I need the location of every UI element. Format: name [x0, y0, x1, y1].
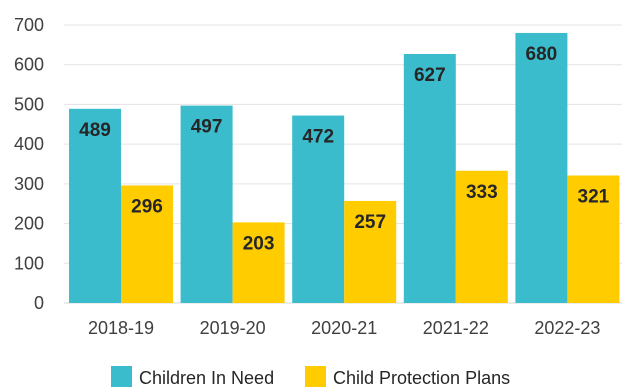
bar-child-protection-plans-2018-19: [121, 185, 173, 303]
x-tick-label: 2021-22: [423, 318, 489, 338]
bar-child-protection-plans-2021-22: [455, 170, 508, 303]
x-axis-ticks: 2018-19 2019-20 2020-21 2021-22 2022-23: [88, 318, 600, 338]
bar-child-protection-plans-2020-21: [344, 200, 397, 303]
x-tick-label: 2020-21: [311, 318, 377, 338]
x-tick-label: 2018-19: [88, 318, 154, 338]
y-axis-ticks: 0 100 200 300 400 500 600 700: [14, 15, 44, 313]
bar-children-in-need-2021-22: [403, 53, 456, 304]
data-label: 296: [131, 196, 163, 217]
data-label: 321: [578, 187, 610, 208]
data-label: 257: [354, 212, 386, 233]
bar-children-in-need-2018-19: [69, 108, 121, 303]
bar-children-in-need-2020-21: [292, 115, 345, 303]
y-tick-label: 500: [14, 94, 44, 114]
legend-swatch-children-in-need: [111, 366, 132, 387]
x-tick-label: 2019-20: [200, 318, 266, 338]
data-label: 497: [191, 117, 223, 138]
y-tick-label: 300: [14, 174, 44, 194]
bar-children-in-need-2022-23: [515, 32, 568, 303]
data-label: 203: [243, 233, 275, 254]
y-tick-label: 400: [14, 134, 44, 154]
bar-children-in-need-2019-20: [180, 105, 233, 304]
bar-child-protection-plans-2019-20: [232, 222, 285, 303]
bars: [69, 32, 620, 304]
legend-swatch-child-protection-plans: [305, 366, 326, 387]
y-tick-label: 200: [14, 214, 44, 234]
y-tick-label: 100: [14, 253, 44, 273]
y-tick-label: 700: [14, 15, 44, 35]
legend-label-child-protection-plans: Child Protection Plans: [333, 368, 510, 387]
data-label: 680: [526, 44, 558, 65]
bar-child-protection-plans-2022-23: [567, 175, 620, 303]
x-tick-label: 2022-23: [534, 318, 600, 338]
legend: Children In Need Child Protection Plans: [111, 366, 510, 387]
data-label: 472: [302, 127, 334, 148]
y-tick-label: 600: [14, 55, 44, 75]
data-label: 333: [466, 182, 498, 203]
data-label: 489: [79, 120, 111, 141]
legend-label-children-in-need: Children In Need: [139, 368, 274, 387]
y-tick-label: 0: [34, 293, 44, 313]
data-labels: 489 296 497 203 472 257 627 333 680 321: [79, 44, 610, 254]
data-label: 627: [414, 65, 446, 86]
